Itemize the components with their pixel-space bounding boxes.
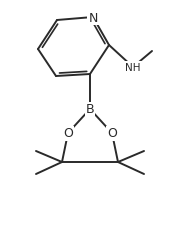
Text: O: O	[107, 127, 117, 140]
Text: NH: NH	[125, 63, 141, 73]
Text: B: B	[86, 103, 94, 116]
Text: O: O	[63, 127, 73, 140]
Text: N: N	[88, 11, 98, 24]
